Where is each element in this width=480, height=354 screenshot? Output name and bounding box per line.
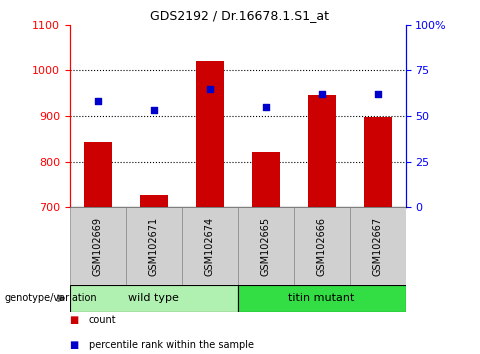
Text: GDS2192 / Dr.16678.1.S1_at: GDS2192 / Dr.16678.1.S1_at — [151, 9, 329, 22]
Text: ■: ■ — [70, 315, 79, 325]
Bar — [364, 117, 392, 207]
Text: GSM102666: GSM102666 — [317, 217, 326, 275]
Text: GSM102667: GSM102667 — [372, 216, 383, 276]
Text: titin mutant: titin mutant — [288, 293, 355, 303]
Text: GSM102669: GSM102669 — [93, 217, 103, 275]
Point — [318, 91, 325, 97]
Bar — [238, 207, 294, 285]
Bar — [252, 152, 279, 207]
Text: count: count — [89, 315, 117, 325]
Text: GSM102671: GSM102671 — [149, 216, 158, 276]
Text: percentile rank within the sample: percentile rank within the sample — [89, 340, 254, 350]
Text: genotype/variation: genotype/variation — [5, 293, 97, 303]
Point — [374, 91, 382, 97]
Text: GSM102665: GSM102665 — [261, 216, 271, 276]
Bar — [294, 207, 349, 285]
Point — [262, 104, 269, 110]
Bar — [349, 207, 406, 285]
Bar — [126, 207, 181, 285]
Bar — [70, 207, 126, 285]
Bar — [238, 285, 406, 312]
Bar — [181, 207, 238, 285]
Point — [94, 98, 101, 104]
Point — [206, 86, 214, 91]
Bar — [308, 95, 336, 207]
Bar — [140, 195, 168, 207]
Bar — [196, 61, 224, 207]
Bar — [84, 142, 111, 207]
Bar — [70, 285, 238, 312]
Text: wild type: wild type — [128, 293, 179, 303]
Text: GSM102674: GSM102674 — [204, 216, 215, 276]
Point — [150, 108, 157, 113]
Text: ■: ■ — [70, 340, 79, 350]
